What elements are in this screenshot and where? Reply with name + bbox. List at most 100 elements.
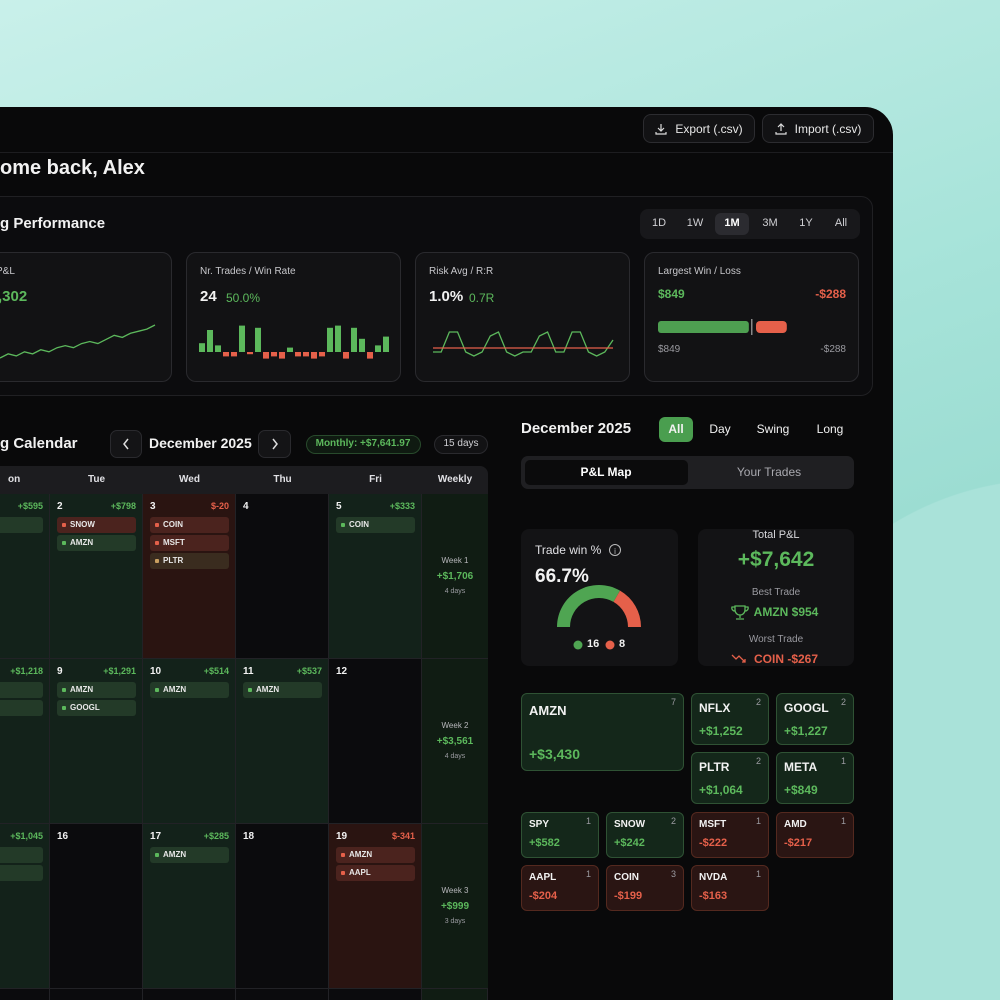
day-pnl: +$333 (389, 501, 415, 512)
tab[interactable] (525, 460, 688, 485)
tile-ticker: PLTR (699, 759, 730, 774)
range-tab[interactable] (715, 213, 749, 235)
day-cell[interactable] (50, 824, 143, 989)
day-cell (329, 989, 422, 1000)
trade-pill[interactable] (150, 517, 229, 533)
card-label: P&L (0, 265, 15, 277)
trade-ticker: PLTR (163, 556, 184, 566)
tile-count: 1 (755, 816, 761, 827)
day-cell[interactable] (236, 824, 329, 989)
trade-pill[interactable] (0, 517, 43, 533)
trade-pill[interactable] (0, 700, 43, 716)
tile-pnl: -$217 (784, 837, 813, 850)
week-label: Week 1 (441, 556, 469, 566)
week-pnl: +$1,706 (436, 570, 474, 582)
tile-pnl: +$582 (529, 837, 560, 850)
trade-pill[interactable] (57, 517, 136, 533)
tile-pnl: +$242 (614, 837, 645, 850)
trade-pill[interactable] (150, 847, 229, 863)
trade-arrow (341, 523, 345, 527)
trade-pill[interactable] (150, 553, 229, 569)
best-label: Best Trade (751, 586, 801, 598)
tile-count: 2 (755, 756, 761, 767)
losses-count: 8 (619, 638, 626, 651)
tile-count: 3 (670, 869, 676, 880)
ticker-tile[interactable] (691, 812, 769, 858)
top-bar-divider (0, 152, 893, 153)
day-cell[interactable] (329, 659, 422, 824)
day-cell[interactable] (236, 494, 329, 659)
day-cell (236, 989, 329, 1000)
day-number: 11 (243, 665, 254, 677)
day-pnl: +$1,045 (10, 831, 43, 842)
range-label: 1D (651, 217, 667, 230)
day-cell (143, 989, 236, 1000)
trade-ticker: GOOGL (70, 703, 100, 713)
tile-ticker: COIN (614, 871, 639, 883)
trade-arrow (155, 853, 159, 857)
ticker-tile[interactable] (776, 752, 854, 804)
prev-month[interactable] (110, 430, 142, 458)
trade-ticker: AMZN (70, 538, 94, 548)
day-number: 12 (336, 665, 348, 677)
day-cell (422, 989, 488, 1000)
filter-active[interactable] (659, 417, 693, 442)
filter: Long (816, 421, 844, 436)
wins-count: 16 (587, 638, 600, 651)
trade-ticker: AMZN (163, 685, 187, 695)
stat-card (644, 252, 859, 382)
tile-count: 1 (585, 816, 591, 827)
tile-count: 1 (755, 869, 761, 880)
trade-arrow (155, 559, 159, 563)
stat-card (415, 252, 630, 382)
trade-ticker: COIN (163, 520, 183, 530)
trade-pill[interactable] (0, 682, 43, 698)
range-label: 1W (686, 217, 704, 230)
ticker-tile[interactable] (606, 812, 684, 858)
day-number: 16 (57, 830, 69, 842)
section-title: December 2025 (521, 419, 632, 437)
trade-pill[interactable] (336, 865, 415, 881)
best-trade: AMZN $954 (753, 604, 819, 619)
trade-arrow (62, 706, 66, 710)
weekly-cell (422, 824, 488, 989)
day-pnl: +$1,291 (103, 666, 136, 677)
ticker-tile[interactable] (691, 752, 769, 804)
day-pnl: +$798 (110, 501, 136, 512)
tile-ticker: META (784, 759, 818, 774)
day-pnl: +$285 (203, 831, 229, 842)
card-label: Largest Win / Loss (658, 265, 741, 277)
ticker-tile[interactable] (606, 865, 684, 911)
filter: Swing (756, 421, 790, 436)
trade-pill[interactable] (0, 847, 43, 863)
tile-pnl: -$199 (614, 890, 643, 903)
trade-pill[interactable] (57, 682, 136, 698)
trade-pill[interactable] (0, 865, 43, 881)
trade-pill[interactable] (150, 535, 229, 551)
trade-pill[interactable] (57, 535, 136, 551)
ticker-tile[interactable] (776, 693, 854, 745)
ticker-tile[interactable] (691, 865, 769, 911)
day-pnl: +$595 (17, 501, 43, 512)
trade-pill[interactable] (336, 517, 415, 533)
card-value: 1.0% (429, 287, 464, 305)
loss-value: -$288 (815, 286, 846, 301)
tile-pnl: +$1,252 (699, 723, 743, 738)
weekday: Tue (87, 473, 106, 485)
ticker-tile[interactable] (521, 693, 684, 771)
section-title: g Performance (0, 214, 106, 232)
ticker-tile[interactable] (521, 865, 599, 911)
next-month[interactable] (258, 430, 291, 458)
ticker-tile[interactable] (521, 812, 599, 858)
ticker-tile[interactable] (691, 693, 769, 745)
day-number: 18 (243, 830, 255, 842)
trade-pill[interactable] (243, 682, 322, 698)
trade-pill[interactable] (57, 700, 136, 716)
export-button[interactable]: Export (.csv) (643, 114, 755, 143)
trade-pill[interactable] (336, 847, 415, 863)
trade-pill[interactable] (150, 682, 229, 698)
import-button[interactable]: Import (.csv) (762, 114, 874, 143)
ticker-tile[interactable] (776, 812, 854, 858)
trade-arrow (248, 688, 252, 692)
day-number: 4 (243, 500, 249, 512)
